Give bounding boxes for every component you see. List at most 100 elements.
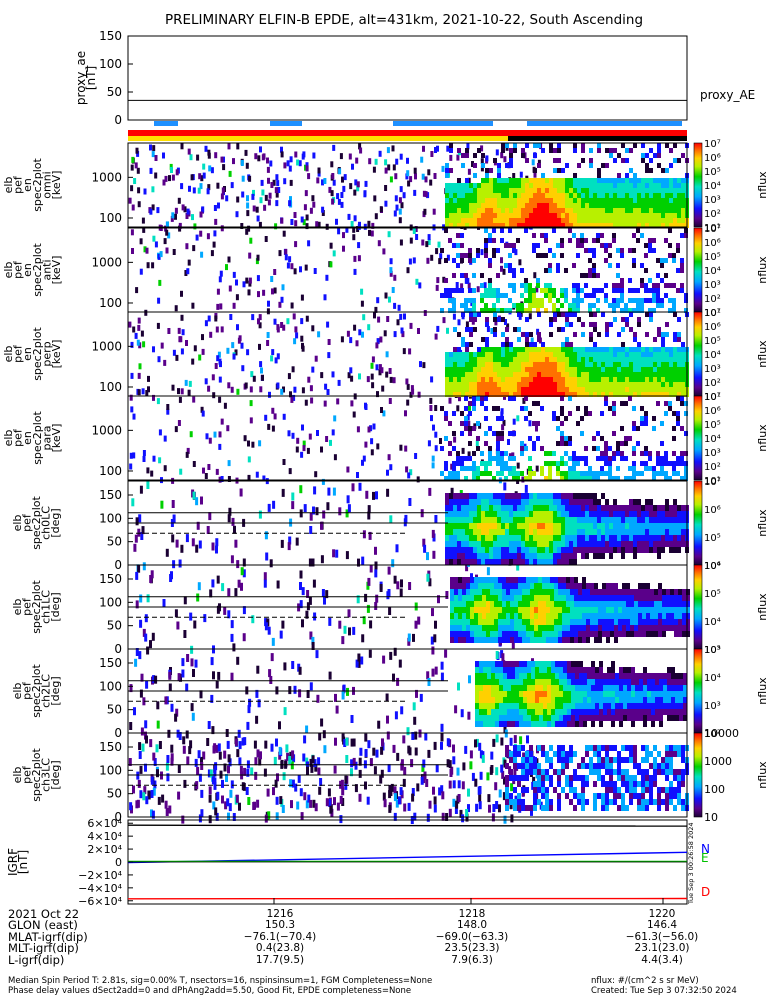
- heatmap-cell: [612, 288, 616, 293]
- heatmap-cell: [448, 293, 452, 298]
- heatmap-cell: [641, 377, 645, 382]
- heatmap-cell: [282, 413, 286, 420]
- heatmap-cell: [605, 347, 609, 352]
- heatmap-cell: [146, 481, 150, 489]
- tick-label: 100: [99, 296, 122, 310]
- heatmap-cell: [461, 541, 465, 547]
- heatmap-cell: [570, 583, 574, 589]
- heatmap-cell: [617, 347, 621, 352]
- heatmap-cell: [494, 631, 498, 637]
- heatmap-cell: [498, 589, 502, 595]
- heatmap-cell: [480, 451, 484, 456]
- heatmap-cell: [502, 607, 506, 613]
- heatmap-cell: [449, 362, 453, 367]
- heatmap-cell: [613, 352, 617, 357]
- heatmap-cell: [585, 505, 589, 511]
- heatmap-cell: [259, 197, 263, 204]
- heatmap-cell: [594, 619, 598, 625]
- heatmap-cell: [610, 607, 614, 613]
- heatmap-cell: [661, 392, 665, 397]
- heatmap-cell: [593, 223, 597, 228]
- heatmap-cell: [295, 446, 299, 453]
- heatmap-cell: [473, 367, 477, 372]
- heatmap-cell: [485, 559, 489, 565]
- heatmap-cell: [549, 347, 553, 352]
- heatmap-cell: [481, 213, 485, 218]
- heatmap-cell: [673, 352, 677, 357]
- heatmap-cell: [454, 595, 458, 601]
- heatmap-cell: [521, 362, 525, 367]
- heatmap-cell: [367, 220, 371, 227]
- heatmap-cell: [574, 631, 578, 637]
- heatmap-cell: [389, 464, 393, 471]
- heatmap-cell: [537, 208, 541, 213]
- heatmap-cell: [485, 377, 489, 382]
- heatmap-cell: [665, 347, 669, 352]
- heatmap-cell: [553, 511, 557, 517]
- heatmap-cell: [681, 188, 685, 193]
- heatmap-cell: [597, 143, 601, 148]
- heatmap-cell: [586, 595, 590, 601]
- heatmap-cell: [625, 183, 629, 188]
- heatmap-cell: [422, 190, 426, 197]
- heatmap-cell: [135, 571, 139, 580]
- heatmap-cell: [561, 183, 565, 188]
- heatmap-cell: [432, 550, 436, 559]
- heatmap-cell: [207, 464, 211, 470]
- heatmap-cell: [585, 541, 589, 547]
- heatmap-cell: [544, 253, 548, 258]
- heatmap-cell: [388, 607, 392, 615]
- heatmap-cell: [472, 258, 476, 263]
- heatmap-cell: [305, 315, 309, 322]
- heatmap-cell: [682, 619, 686, 625]
- heatmap-cell: [622, 607, 626, 613]
- heatmap-cell: [457, 367, 461, 372]
- heatmap-cell: [445, 168, 449, 173]
- heatmap-cell: [645, 382, 649, 387]
- heatmap-cell: [485, 352, 489, 357]
- heatmap-cell: [497, 382, 501, 387]
- heatmap-cell: [585, 523, 589, 529]
- heatmap-cell: [605, 517, 609, 523]
- heatmap-cell: [653, 153, 657, 158]
- heatmap-cell: [475, 685, 479, 691]
- heatmap-cell: [325, 590, 329, 599]
- heatmap-cell: [589, 148, 593, 153]
- heatmap-cell: [669, 541, 673, 547]
- heatmap-cell: [589, 163, 593, 168]
- heatmap-cell: [136, 167, 140, 174]
- heatmap-cell: [594, 637, 598, 643]
- heatmap-cell: [648, 248, 652, 253]
- heatmap-cell: [578, 589, 582, 595]
- heatmap-cell: [541, 148, 545, 153]
- heatmap-cell: [553, 198, 557, 203]
- heatmap-cell: [449, 357, 453, 362]
- heatmap-cell: [306, 690, 310, 698]
- heatmap-cell: [341, 176, 344, 183]
- heatmap-cell: [568, 456, 572, 461]
- heatmap-cell: [585, 198, 589, 203]
- heatmap-cell: [477, 553, 481, 559]
- heatmap-cell: [565, 387, 569, 392]
- heatmap-cell: [674, 619, 678, 625]
- heatmap-cell: [625, 198, 629, 203]
- heatmap-cell: [192, 491, 196, 500]
- heatmap-cell: [530, 577, 534, 583]
- heatmap-cell: [472, 273, 476, 278]
- heatmap-cell: [642, 631, 646, 637]
- heatmap-cell: [640, 308, 644, 313]
- heatmap-cell: [609, 372, 613, 377]
- heatmap-cell: [191, 302, 195, 309]
- heatmap-cell: [561, 529, 565, 535]
- heatmap-cell: [455, 282, 459, 288]
- heatmap-cell: [509, 208, 513, 213]
- heatmap-cell: [542, 607, 546, 613]
- heatmap-cell: [469, 517, 473, 523]
- heatmap-cell: [482, 589, 486, 595]
- heatmap-cell: [421, 173, 425, 180]
- heatmap-cell: [460, 466, 464, 471]
- heatmap-cell: [481, 352, 485, 357]
- heatmap-cell: [289, 196, 292, 203]
- heatmap-cell: [339, 153, 343, 160]
